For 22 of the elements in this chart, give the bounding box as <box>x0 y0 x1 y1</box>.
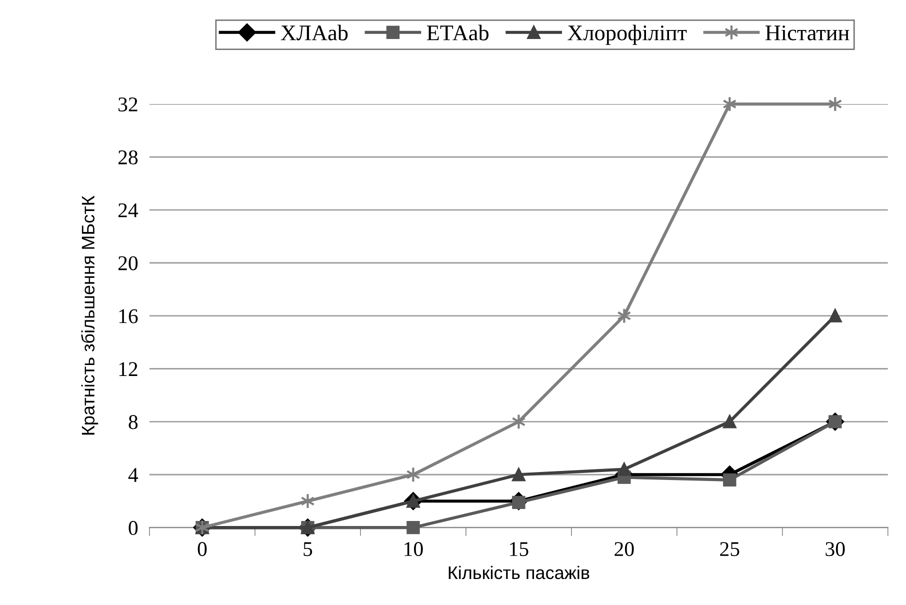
y-tick-label: 0 <box>128 520 138 535</box>
y-tick-label: 28 <box>118 150 138 164</box>
y-axis-title: Кратність збільшення МБстК <box>81 196 98 435</box>
y-tick-label: 4 <box>128 468 138 482</box>
y-tick-label: 24 <box>118 203 138 218</box>
y-tick-label: 16 <box>119 309 138 324</box>
x-tick-label: 0 <box>198 542 207 556</box>
y-tick-label: 32 <box>118 97 138 112</box>
y-tick-label: 20 <box>118 256 138 270</box>
legend-label: Ністатин <box>765 25 850 40</box>
legend-label: Хлорофіліпт <box>568 24 687 45</box>
x-tick-label: 30 <box>826 542 845 556</box>
x-tick-label: 20 <box>614 542 634 556</box>
x-tick-label: 10 <box>404 542 423 556</box>
y-tick-label: 12 <box>119 362 138 376</box>
x-tick-label: 15 <box>510 542 528 556</box>
x-tick-label: 5 <box>304 542 312 556</box>
legend-label: ЕТАab <box>426 24 489 40</box>
x-axis-title: Кількість пасажів <box>448 566 590 580</box>
x-tick-label: 25 <box>720 542 740 556</box>
y-tick-label: 8 <box>128 415 138 430</box>
legend-label: ХЛАab <box>280 24 348 40</box>
